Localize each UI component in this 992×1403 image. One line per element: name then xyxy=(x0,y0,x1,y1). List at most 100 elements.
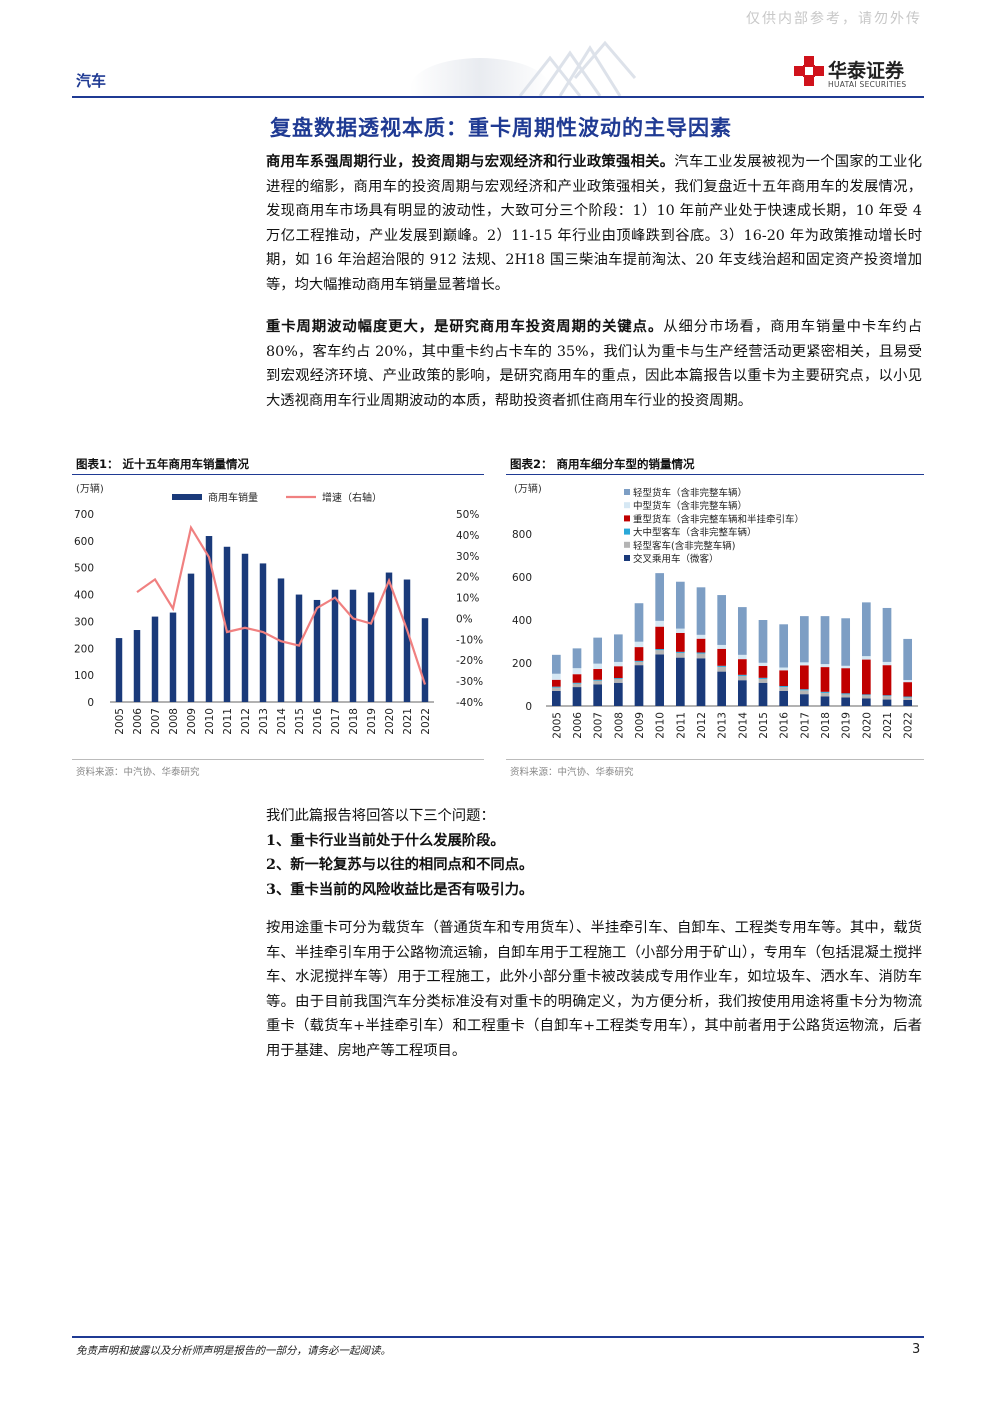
stacked-bar-segment xyxy=(593,684,603,706)
y-axis-unit-label: (万辆) xyxy=(514,482,542,495)
stacked-bar-segment xyxy=(758,678,768,683)
stacked-bar-segment xyxy=(717,665,727,667)
stacked-bar-segment xyxy=(655,620,665,627)
stacked-bar-segment xyxy=(779,667,789,671)
question-item: 2、新一轮复苏与以往的相同点和不同点。 xyxy=(266,857,534,874)
x-tick-label: 2009 xyxy=(634,712,646,739)
paragraph-1-lead: 商用车系强周期行业，投资周期与宏观经济和行业政策强相关。 xyxy=(266,154,675,170)
figure-1-rule xyxy=(72,474,484,475)
x-tick-label: 2014 xyxy=(737,712,749,739)
legend-swatch xyxy=(624,528,630,535)
chart-vehicle-segment-sales: (万辆) 0 200 400 600 800 2005 2006 2007 2008 2009 201… xyxy=(512,482,918,739)
stacked-bar-segment xyxy=(882,699,892,706)
stacked-bar-segment xyxy=(593,637,603,664)
stacked-bar-segment xyxy=(572,668,582,675)
stacked-bar-segment xyxy=(551,673,561,680)
stacked-bar-segment xyxy=(593,680,603,685)
stacked-bar-segment xyxy=(758,682,768,706)
stacked-bar-segment xyxy=(634,665,644,706)
legend-swatch xyxy=(624,541,630,548)
x-tick-label: 2009 xyxy=(186,708,198,735)
x-tick-label: 2016 xyxy=(779,712,791,739)
stacked-bar-segment xyxy=(551,687,561,691)
stacked-bar-segment xyxy=(675,632,685,652)
stacked-bar-segment xyxy=(696,653,706,659)
figure-2-source: 资料来源：中汽协、华泰研究 xyxy=(510,767,634,778)
y-tick-label: 300 xyxy=(74,616,94,628)
x-tick-label: 2013 xyxy=(717,712,729,739)
stacked-bar-segment xyxy=(593,669,603,680)
y2-tick-label: 0% xyxy=(456,613,473,625)
stacked-bar-segment xyxy=(820,691,830,693)
y2-tick-label: -40% xyxy=(456,697,483,709)
y2-tick-label: 30% xyxy=(456,551,479,563)
stacked-bar-segment xyxy=(758,662,768,667)
stacked-bar-segment xyxy=(779,686,789,688)
paragraph-2-lead: 重卡周期波动幅度更大，是研究商用车投资周期的关键点。 xyxy=(266,319,664,335)
figure-2-title: 图表2： 商用车细分车型的销量情况 xyxy=(510,457,695,471)
paragraph-1-body: 汽车工业发展被视为一个国家的工业化进程的缩影，商用车的投资周期与宏观经济和产业政… xyxy=(266,154,923,293)
x-tick-label: 2022 xyxy=(903,712,915,739)
y-tick-label: 800 xyxy=(512,529,532,541)
legend-label: 商用车销量 xyxy=(208,491,258,504)
stacked-bar-segment xyxy=(613,634,623,662)
stacked-bar-segment xyxy=(903,679,913,683)
y-tick-label: 0 xyxy=(525,701,532,713)
y-tick-label: 600 xyxy=(512,572,532,584)
stacked-bar-segment xyxy=(799,662,809,666)
stacked-bar-segment xyxy=(737,674,747,676)
y2-tick-label: -30% xyxy=(456,676,483,688)
stacked-bar-segment xyxy=(613,678,623,679)
paragraph-3: 按用途重卡可分为载货车（普通货车和专用货车）、半挂牵引车、自卸车、工程类专用车等… xyxy=(266,920,922,1059)
y2-tick-label: 10% xyxy=(456,593,479,605)
x-tick-label: 2015 xyxy=(294,708,306,735)
stacked-bar-segment xyxy=(634,647,644,661)
x-tick-label: 2019 xyxy=(841,712,853,739)
stacked-bar-segment xyxy=(717,671,727,706)
stacked-bar-segment xyxy=(655,650,665,655)
figure-1-source: 资料来源：中汽协、华泰研究 xyxy=(76,767,200,778)
stacked-bar-segment xyxy=(841,693,851,695)
stacked-bar-segment xyxy=(882,695,892,697)
x-tick-label: 2022 xyxy=(420,708,432,735)
stacked-bar-segment xyxy=(882,607,892,662)
x-tick-label: 2007 xyxy=(593,712,605,739)
chart-commercial-vehicle-sales: (万辆) 0 100 200 300 400 500 600 700 50% 40% 30% 20% 10… xyxy=(74,482,483,735)
footer-disclaimer: 免责声明和披露以及分析师声明是报告的一部分，请务必一起阅读。 xyxy=(76,1345,391,1357)
legend-label: 轻型货车（含非完整车辆） xyxy=(633,487,747,499)
header-divider xyxy=(72,96,924,98)
stacked-bar-segment xyxy=(737,675,747,681)
stacked-bar-segment xyxy=(903,697,913,700)
legend-swatch xyxy=(624,502,630,509)
stacked-bar-segment xyxy=(717,644,727,649)
y-tick-label: 0 xyxy=(87,697,94,709)
stacked-bar-segment xyxy=(696,638,706,653)
stacked-bar-segment xyxy=(820,692,830,697)
stacked-bar-segment xyxy=(841,618,851,666)
bar xyxy=(385,572,393,702)
bar xyxy=(349,589,357,702)
stacked-bar-segment xyxy=(613,666,623,679)
bar xyxy=(133,630,141,702)
stacked-bar-segment xyxy=(861,694,871,696)
stacked-bar-segment xyxy=(779,670,789,687)
stacked-bar-segment xyxy=(717,648,727,666)
footer-divider xyxy=(72,1336,924,1338)
watermark-text: 仅供内部参考，请勿外传 xyxy=(746,11,922,27)
x-tick-label: 2018 xyxy=(820,712,832,739)
y-tick-label: 500 xyxy=(74,563,94,575)
stacked-bar-segment xyxy=(758,666,768,678)
stacked-bar-segment xyxy=(861,656,871,660)
stacked-bar-segment xyxy=(737,607,747,655)
header-decoration-graphic xyxy=(410,40,637,98)
stacked-bar-segment xyxy=(841,665,851,669)
x-tick-label: 2013 xyxy=(258,708,270,735)
x-tick-label: 2005 xyxy=(114,708,126,735)
logo-subtitle: HUATAI SECURITIES xyxy=(828,80,907,89)
figure-1-title: 图表1： 近十五年商用车销量情况 xyxy=(76,457,250,471)
stacked-bar-segment xyxy=(737,659,747,675)
stacked-bar-segment xyxy=(717,595,727,645)
stacked-bar-segment xyxy=(613,682,623,706)
stacked-bar-segment xyxy=(551,679,561,687)
x-tick-label: 2017 xyxy=(799,712,811,739)
